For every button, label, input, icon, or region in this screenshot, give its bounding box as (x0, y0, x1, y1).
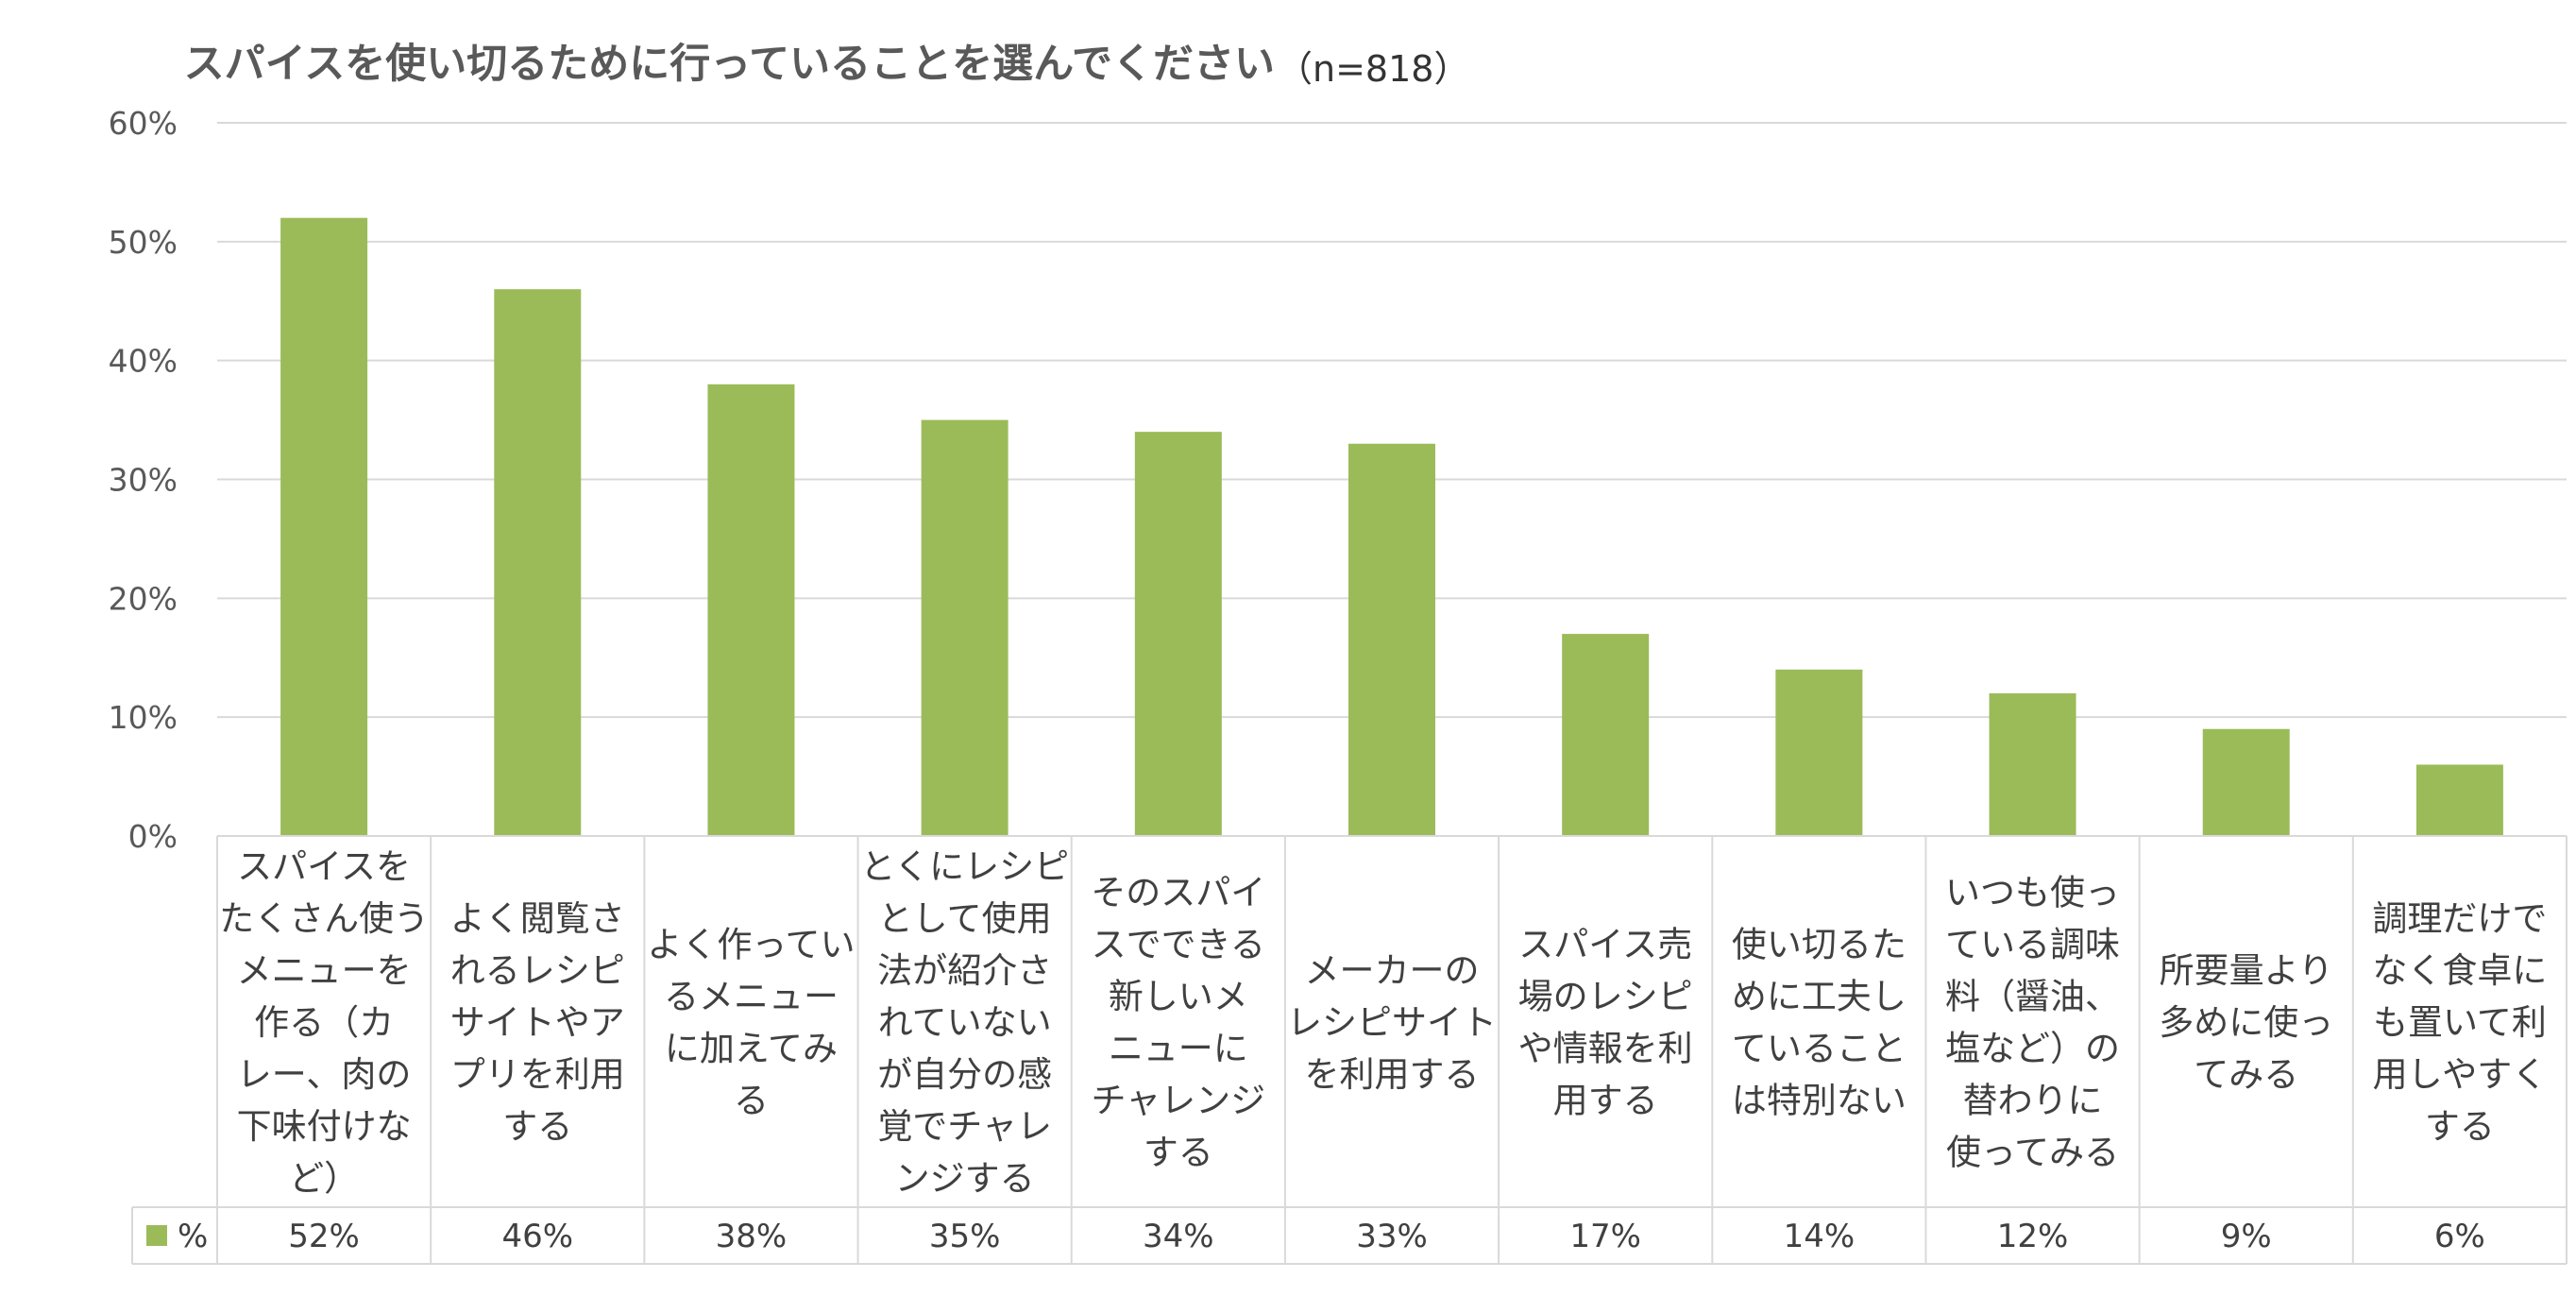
bar (921, 419, 1008, 836)
data-label: 35% (929, 1218, 1001, 1255)
y-tick-label: 0% (128, 818, 178, 855)
chart-title: スパイスを使い切るために行っていることを選んでください (184, 41, 1275, 88)
data-label: 9% (2221, 1218, 2272, 1255)
y-tick-label: 60% (109, 105, 178, 142)
y-tick-label: 10% (109, 699, 178, 736)
y-tick-label: 30% (109, 462, 178, 499)
data-label: 46% (501, 1218, 573, 1255)
category-label: 調理だけでなく食卓にも置いて利用しやすくする (2372, 898, 2547, 1147)
bar (1348, 443, 1435, 836)
data-label: 34% (1143, 1218, 1214, 1255)
y-axis-ticks: 0% 10% 20% 30% 40% 50% 60% (109, 105, 178, 855)
category-label: スパイスをたくさん使うメニューを作る（カレー、肉の下味付けなど） (219, 846, 429, 1199)
category-label: スパイス売場のレシピや情報を利用する (1518, 924, 1693, 1120)
bar (1989, 693, 2076, 836)
data-label: 52% (288, 1218, 360, 1255)
y-tick-label: 40% (109, 343, 178, 380)
data-label: 14% (1784, 1218, 1856, 1255)
bar (494, 289, 582, 837)
data-label: 17% (1569, 1218, 1641, 1255)
bar (1775, 669, 1863, 836)
category-label: 使い切るために工夫していることは特別ない (1732, 924, 1907, 1120)
bar (280, 217, 368, 836)
data-label: 12% (1997, 1218, 2069, 1255)
bar (1134, 432, 1222, 836)
y-tick-label: 50% (109, 224, 178, 261)
bar (2202, 728, 2290, 836)
y-tick-label: 20% (109, 580, 178, 617)
bar (1562, 634, 1650, 836)
legend-label: % (178, 1218, 208, 1255)
category-label: そのスパイスでできる新しいメニューにチャレンジする (1091, 872, 1265, 1172)
category-label: よく閲覧されるレシピサイトやアプリを利用する (450, 898, 625, 1147)
data-label: 6% (2434, 1218, 2485, 1255)
category-label: メーカーのレシピサイトを利用する (1287, 950, 1497, 1095)
category-label: とくにレシピとして使用法が紹介されていないが自分の感覚でチャレンジする (860, 846, 1069, 1199)
data-table: スパイスをたくさん使うメニューを作る（カレー、肉の下味付けなど）よく閲覧されるレ… (131, 835, 2568, 1265)
data-label: 38% (716, 1218, 788, 1255)
bars (280, 217, 2503, 837)
bar (2415, 764, 2503, 836)
category-label: いつも使っている調味料（醤油、塩など）の替わりに使ってみる (1945, 872, 2120, 1172)
data-label: 33% (1356, 1218, 1428, 1255)
category-label: 所要量より多めに使ってみる (2159, 950, 2333, 1095)
legend-swatch (146, 1225, 167, 1246)
chart-subtitle: （n=818） (1277, 48, 1469, 90)
category-label: よく作っているメニューに加えてみる (647, 924, 855, 1120)
bar (707, 384, 795, 836)
